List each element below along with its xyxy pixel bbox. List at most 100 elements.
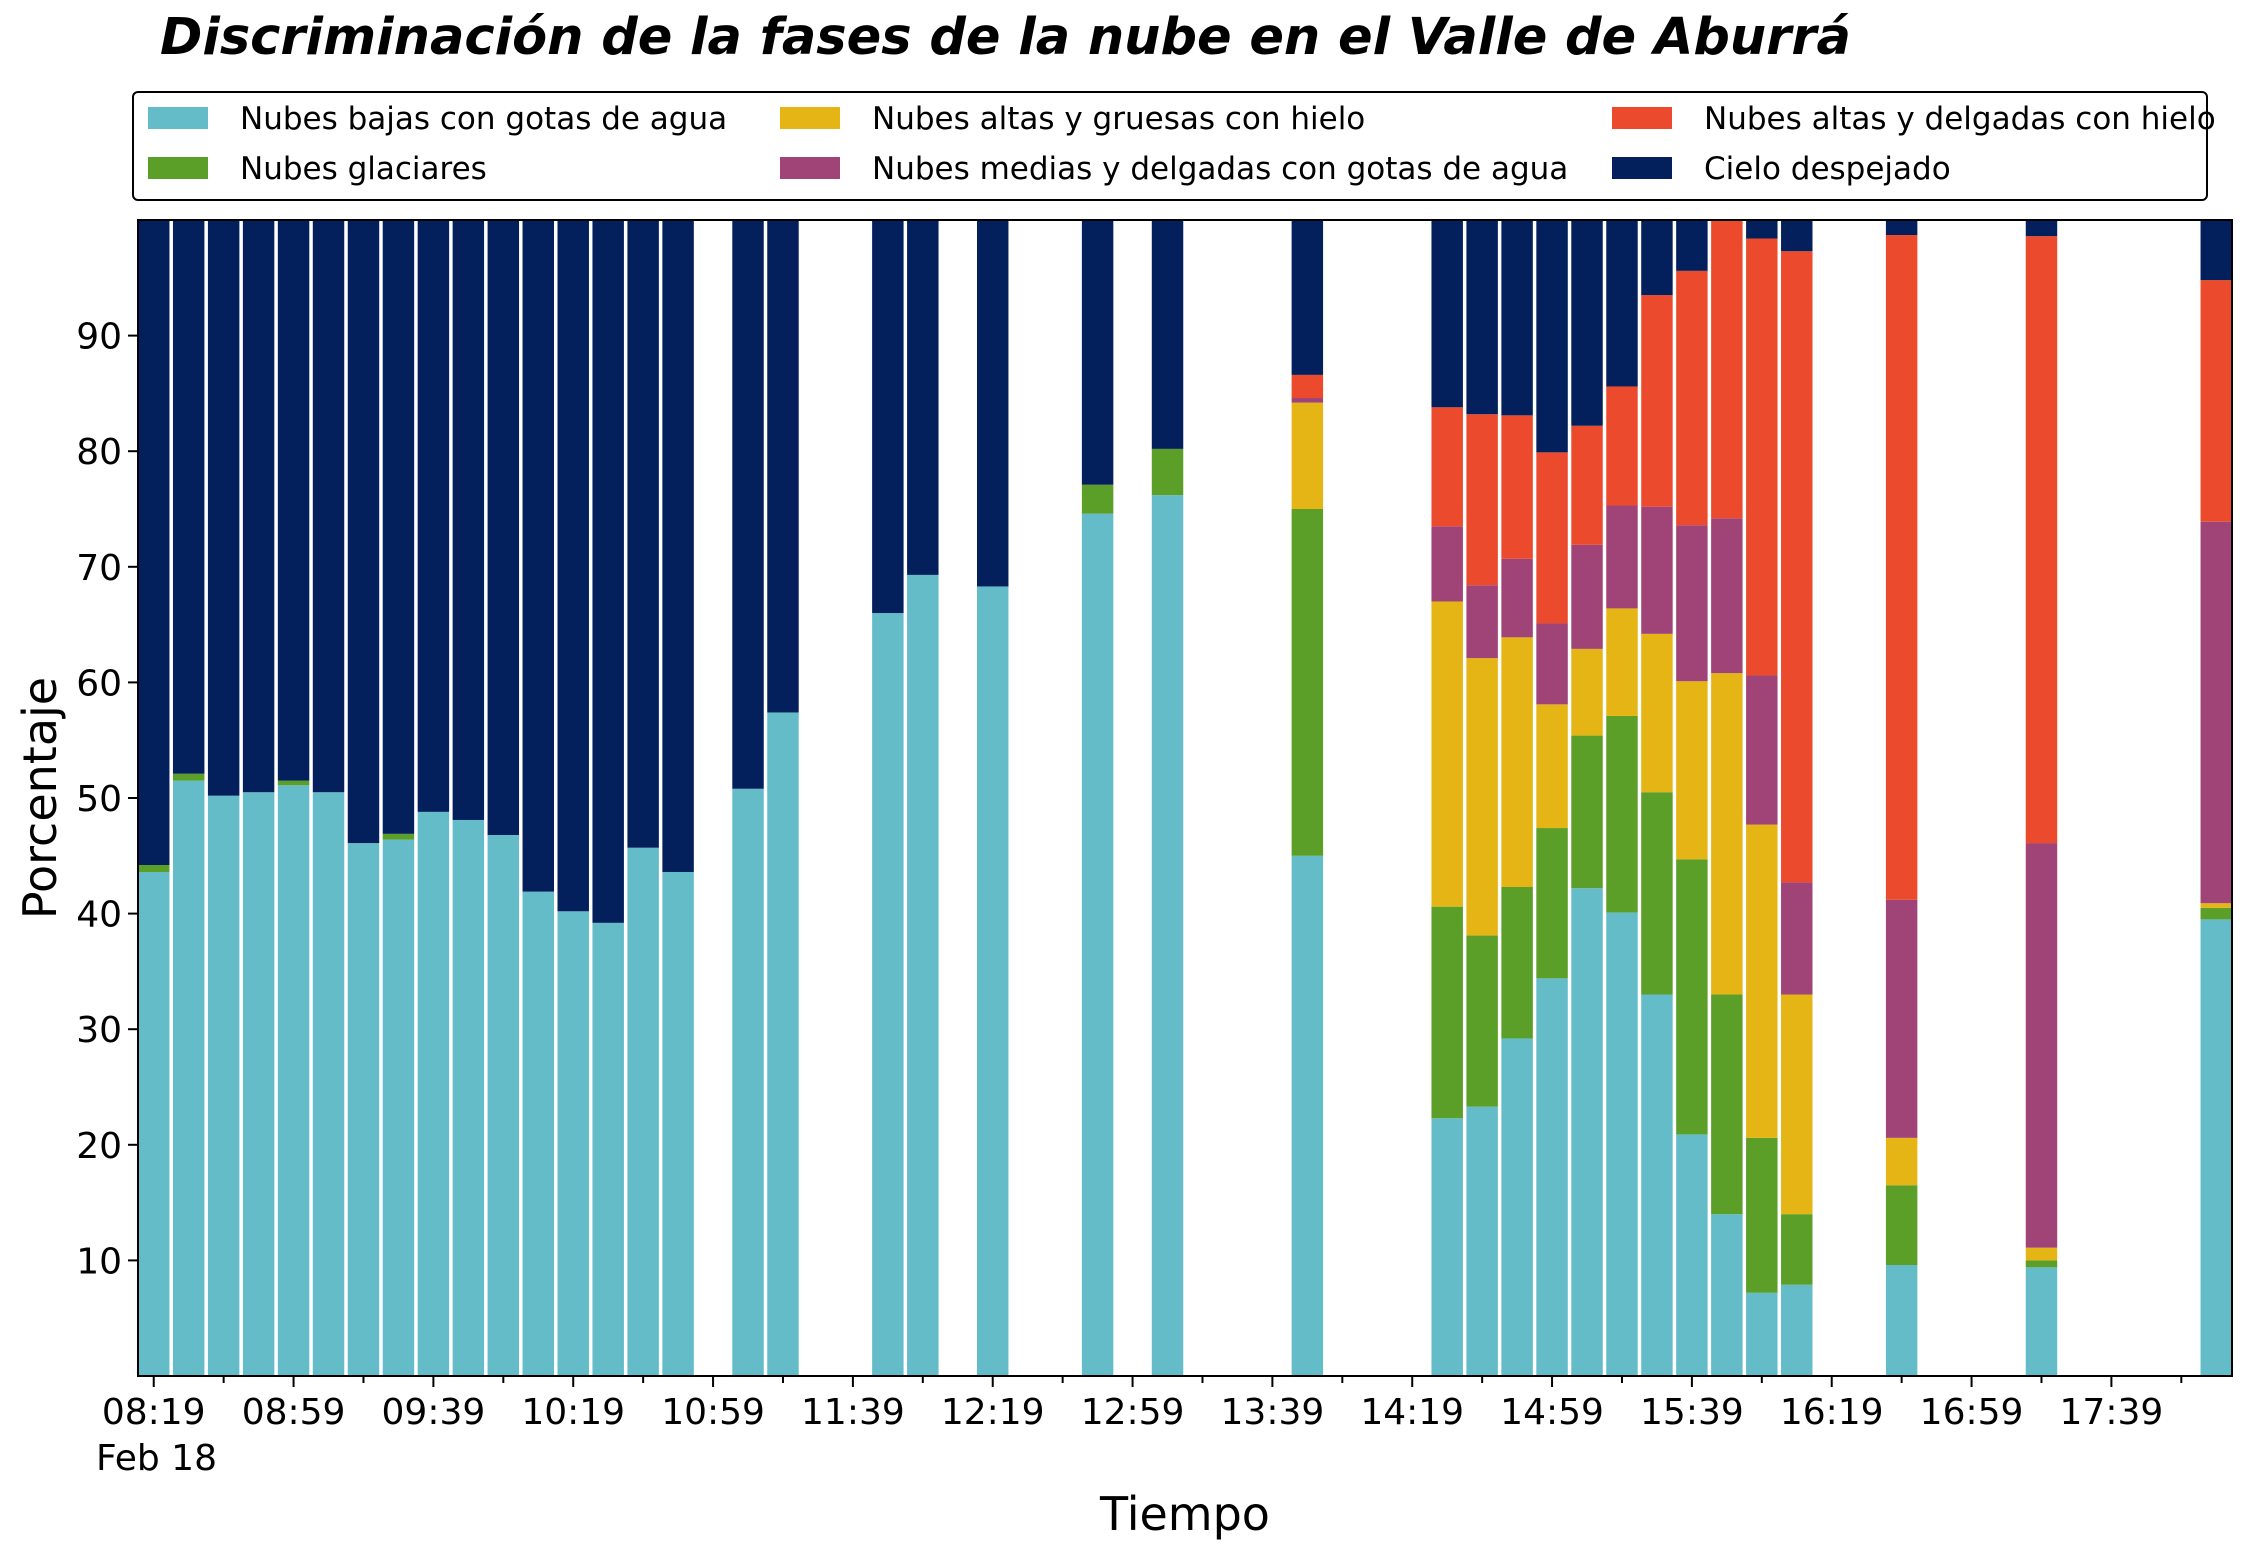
- x-date-label: Feb 18: [96, 1438, 217, 1479]
- bar-segment-s1-i44: [1676, 859, 1708, 1135]
- bar-segment-s1-i41: [1571, 735, 1603, 889]
- y-tick-label: 20: [76, 1126, 122, 1167]
- bar-segment-s2-i54: [2025, 1247, 2058, 1261]
- bar-segment-s5-i14: [627, 220, 659, 848]
- x-tick-label: 13:39: [1221, 1392, 1325, 1433]
- x-tick-label: 12:19: [941, 1392, 1045, 1433]
- bar-segment-s0-i37: [1431, 1118, 1463, 1376]
- bar-segment-s0-i14: [627, 847, 659, 1376]
- bar-segment-s0-i3: [242, 792, 275, 1376]
- bar-segment-s1-i38: [1466, 935, 1498, 1107]
- legend-swatch: [780, 157, 840, 179]
- bar-segment-s2-i59: [2200, 903, 2232, 908]
- bar-segment-s5-i22: [907, 220, 939, 575]
- bar-segment-s2-i37: [1431, 601, 1463, 907]
- plot-frame: [137, 219, 2233, 1377]
- bar-segment-s0-i50: [1885, 1265, 1918, 1376]
- bar-segment-s5-i50: [1885, 220, 1918, 236]
- bar-segment-s5-i41: [1571, 220, 1603, 426]
- bar-segment-s0-i45: [1711, 1214, 1743, 1376]
- bar-segment-s1-i39: [1501, 887, 1533, 1039]
- bar-segment-s4-i38: [1466, 414, 1498, 586]
- bar-segment-s5-i0: [138, 220, 170, 866]
- y-tick-label: 30: [76, 1010, 122, 1051]
- bar-segment-s0-i0: [138, 871, 170, 1376]
- bar-segment-s0-i33: [1291, 855, 1324, 1376]
- bar-segment-s1-i59: [2200, 907, 2232, 920]
- legend: Nubes bajas con gotas de agua Nubes glaci…: [132, 91, 2216, 201]
- bar-segment-s1-i42: [1606, 715, 1638, 913]
- bar-segment-s5-i37: [1431, 220, 1463, 408]
- bar-segment-s2-i50: [1885, 1137, 1918, 1186]
- bar-segment-s3-i42: [1606, 505, 1638, 609]
- legend-swatch: [148, 107, 208, 129]
- bar-segment-s5-i1: [172, 220, 205, 774]
- x-tick-label: 14:59: [1500, 1392, 1604, 1433]
- bar-segment-s1-i4: [277, 780, 310, 786]
- bar-segment-s2-i43: [1641, 633, 1673, 793]
- bar-segment-s2-i44: [1676, 681, 1708, 860]
- bar-segment-s4-i45: [1711, 220, 1743, 519]
- x-tick-label: 08:59: [242, 1392, 346, 1433]
- bar-segment-s1-i0: [138, 865, 170, 872]
- bar-segment-s3-i40: [1536, 623, 1568, 705]
- legend-label: Nubes altas y delgadas con hielo: [1704, 101, 2216, 137]
- bar-segment-s0-i13: [592, 922, 624, 1376]
- bar-segment-s0-i39: [1501, 1038, 1533, 1376]
- x-tick-label: 10:19: [521, 1392, 625, 1433]
- bar-segment-s3-i47: [1781, 882, 1813, 995]
- bar-segment-s4-i47: [1781, 251, 1813, 883]
- bar-segment-s5-i3: [242, 220, 275, 793]
- bar-segment-s4-i54: [2025, 236, 2058, 844]
- bar-segment-s5-i4: [277, 220, 310, 781]
- bar-segment-s5-i9: [452, 220, 485, 820]
- bar-segment-s4-i41: [1571, 425, 1603, 545]
- bar-segment-s1-i37: [1431, 906, 1463, 1119]
- bars: [138, 220, 2232, 1376]
- legend-label: Cielo despejado: [1704, 151, 1951, 187]
- x-tick-label: 11:39: [801, 1392, 905, 1433]
- bar-segment-s0-i22: [907, 574, 939, 1376]
- legend-swatch: [1612, 107, 1672, 129]
- bar-segment-s5-i11: [522, 220, 554, 892]
- y-tick-label: 50: [76, 779, 122, 820]
- bar-segment-s4-i43: [1641, 295, 1673, 507]
- x-tick-label: 15:39: [1640, 1392, 1744, 1433]
- bar-segment-s2-i40: [1536, 704, 1568, 829]
- bar-segment-s2-i42: [1606, 608, 1638, 716]
- legend-swatch: [1612, 157, 1672, 179]
- bar-segment-s0-i47: [1781, 1284, 1813, 1376]
- chart-title: Discriminación de la fases de la nube en…: [160, 8, 1851, 67]
- bar-segment-s5-i54: [2025, 220, 2058, 237]
- bar-segment-s5-i29: [1151, 220, 1184, 449]
- bar-segment-s3-i44: [1676, 525, 1708, 682]
- bar-segment-s5-i24: [977, 220, 1009, 587]
- bar-segment-s3-i41: [1571, 544, 1603, 649]
- legend-swatch: [780, 107, 840, 129]
- x-tick-label: 08:19: [102, 1392, 206, 1433]
- bar-segment-s0-i4: [277, 785, 310, 1376]
- bar-segment-s0-i38: [1466, 1106, 1498, 1376]
- bar-segment-s5-i21: [872, 220, 904, 614]
- bar-segment-s0-i1: [172, 780, 205, 1376]
- bar-segment-s5-i40: [1536, 220, 1568, 453]
- bar-segment-s1-i29: [1151, 448, 1184, 496]
- bar-segment-s0-i27: [1081, 513, 1114, 1376]
- bar-segment-s5-i39: [1501, 220, 1533, 416]
- bar-segment-s5-i33: [1291, 220, 1324, 375]
- bar-segment-s3-i33: [1291, 398, 1324, 403]
- bar-segment-s0-i12: [557, 911, 589, 1376]
- bar-segment-s2-i47: [1781, 994, 1813, 1215]
- bar-segment-s3-i46: [1746, 675, 1778, 825]
- bar-segment-s5-i38: [1466, 220, 1498, 415]
- bar-segment-s2-i45: [1711, 673, 1743, 995]
- x-tick-label: 17:39: [2060, 1392, 2164, 1433]
- bar-segment-s1-i54: [2025, 1260, 2058, 1268]
- bar-segment-s0-i5: [312, 792, 345, 1376]
- bar-segment-s0-i46: [1746, 1292, 1778, 1376]
- bar-segment-s5-i47: [1781, 220, 1813, 252]
- y-tick-label: 90: [76, 317, 122, 358]
- bar-segment-s0-i42: [1606, 912, 1638, 1376]
- x-axis-label: Tiempo: [1099, 1487, 1270, 1541]
